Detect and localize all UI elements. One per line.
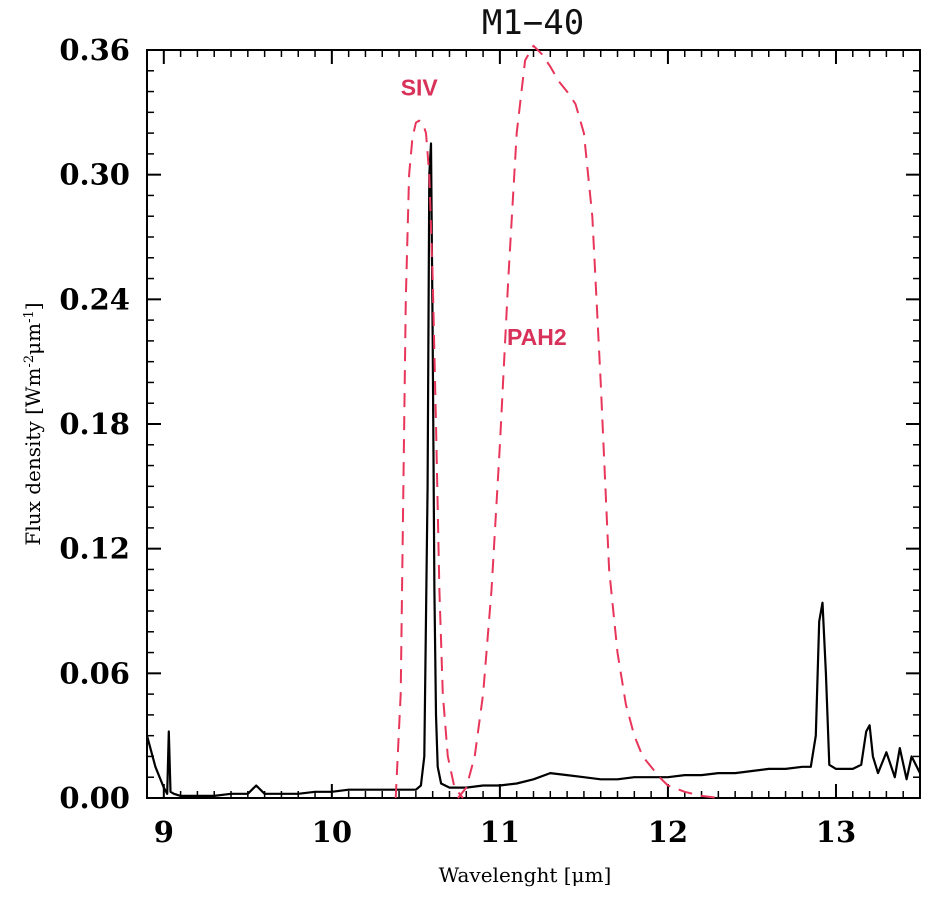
annotation-pah2-label: PAH2 xyxy=(507,324,567,350)
x-tick-label: 12 xyxy=(648,815,688,849)
y-axis-label-main: Flux density [Wm xyxy=(21,368,45,546)
series-spectrum-line xyxy=(145,142,921,798)
annotation-siv-label: SIV xyxy=(401,75,439,101)
x-tick-label: 10 xyxy=(312,815,352,849)
plot-frame xyxy=(146,49,921,799)
y-tick-label: 0.36 xyxy=(59,33,130,67)
series-layer xyxy=(145,44,921,799)
y-tick-label: 0.12 xyxy=(59,532,130,566)
y-tick-label: 0.00 xyxy=(59,781,130,815)
y-axis-label-sup1: -2 xyxy=(22,355,37,368)
series-pah2-line xyxy=(457,44,719,799)
y-axis-label-mid: μm xyxy=(21,323,45,355)
y-axis-label: Flux density [Wm-2μm-1] xyxy=(21,302,45,545)
y-axis-label-sup2: -1 xyxy=(22,310,37,323)
y-tick-label: 0.24 xyxy=(59,282,130,316)
y-tick-label: 0.30 xyxy=(59,158,130,192)
series-siv-line xyxy=(394,119,464,799)
y-axis: 0.00 0.06 0.12 0.18 0.24 0.30 0.36 xyxy=(59,33,920,815)
x-axis: 9 10 11 12 13 xyxy=(146,50,921,849)
y-axis-label-end: ] xyxy=(21,302,45,310)
y-tick-label: 0.06 xyxy=(59,656,130,690)
x-tick-label: 9 xyxy=(154,815,174,849)
y-tick-label: 0.18 xyxy=(59,407,130,441)
x-tick-label: 11 xyxy=(480,815,520,849)
annotation-layer: SIV PAH2 xyxy=(401,75,567,350)
x-axis-label: Wavelenght [μm] xyxy=(439,863,612,887)
x-tick-label: 13 xyxy=(816,815,856,849)
chart-title: M1−40 xyxy=(482,3,584,43)
